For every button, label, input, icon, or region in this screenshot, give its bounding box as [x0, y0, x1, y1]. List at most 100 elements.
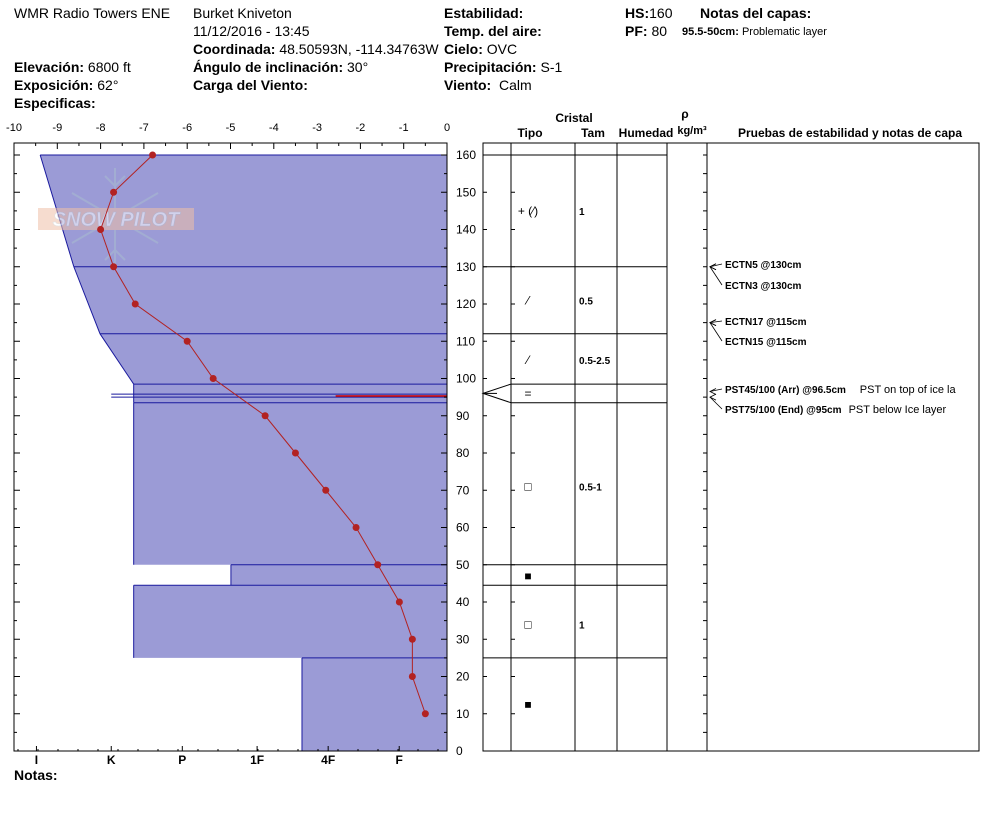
notes-label: Notas:: [14, 767, 58, 783]
hardness-edge-2: [99, 333, 135, 385]
hardness-layer-7: [301, 657, 447, 751]
pf-value: 80: [651, 23, 668, 39]
crystal-size: 1: [579, 207, 585, 218]
layer-note-depth: 95.5-50cm:: [682, 26, 739, 38]
logo-banner: [38, 208, 194, 230]
test-note: PST below Ice layer: [849, 404, 947, 416]
stability: Estabilidad:: [444, 4, 523, 22]
depth-tick-label: 150: [456, 185, 476, 199]
depth-tick-label: 70: [456, 483, 470, 497]
test-pointer: [709, 322, 723, 342]
hs-value: 160: [649, 5, 673, 21]
test-arrowhead: [709, 388, 717, 395]
crystal-type: ■: [524, 697, 531, 711]
test-pointer: [709, 396, 723, 410]
temp-tick-label: -8: [96, 122, 106, 134]
wind-load-label: Carga del Viento:: [193, 77, 308, 93]
rho-header: ρ: [681, 107, 688, 121]
precipitation: Precipitación: S-1: [444, 58, 562, 76]
moisture-header: Humedad: [619, 126, 674, 140]
aspect-label: Exposición:: [14, 77, 94, 93]
crystal-size: 0.5-1: [579, 483, 602, 494]
temperature-point: [261, 412, 269, 420]
crystal-type: □: [524, 480, 531, 494]
temperature-point: [149, 151, 157, 159]
temp-tick-label: -10: [6, 122, 22, 134]
crystal-type: ■: [524, 569, 531, 583]
temp-tick-label: -6: [182, 122, 192, 134]
temperature-profile: [97, 151, 429, 718]
slope-label: Ángulo de inclinación:: [193, 59, 344, 75]
crystal-type: ⁄: [524, 293, 531, 307]
hardness-tick-label: 1F: [250, 753, 264, 767]
temperature-point: [110, 263, 118, 271]
test-pointer: [709, 266, 723, 286]
chart-axes: -10 -9 -8 -7 -6 -5 -4 -3 -2 -1 0010203040506070809…: [6, 122, 476, 767]
wind-label: Viento:: [444, 77, 492, 93]
layer-notes-label: Notas del capas:: [700, 5, 812, 21]
temp-tick-label: -3: [312, 122, 322, 134]
elev-label: Elevación:: [14, 59, 85, 75]
depth-tick-label: 160: [456, 148, 476, 162]
hardness-tick-label: I: [35, 753, 38, 767]
depth-tick-label: 90: [456, 409, 470, 423]
temperature-point: [110, 188, 118, 196]
temperature-point: [374, 561, 382, 569]
hardness-layer-2: [100, 333, 447, 385]
test-arrowhead: [709, 319, 717, 326]
table-frame: [482, 142, 980, 752]
temperature-point: [131, 300, 139, 308]
specifics: Especificas:: [14, 94, 96, 112]
hardness-layer-6: [133, 585, 447, 658]
hardness-edge-1: [73, 266, 101, 334]
crystal-size: 0.5: [579, 296, 593, 307]
temperature-point: [291, 449, 299, 457]
layer-table: Cristal Tipo Tam Humedad ρ kg/m³ Pruebas…: [481, 107, 980, 752]
height-of-snow: HS:160: [625, 4, 672, 22]
sky: Cielo: OVC: [444, 40, 517, 58]
test-note: PST on top of ice la: [860, 384, 957, 396]
hardness-tick-label: P: [178, 753, 186, 767]
test-pointer: [709, 388, 723, 392]
hardness-tick-label: F: [396, 753, 403, 767]
wind-loading: Carga del Viento:: [193, 76, 308, 94]
temperature-point: [408, 635, 416, 643]
snow-pilot-logo: SNOW PILOT: [38, 168, 194, 268]
temp-tick-label: 0: [444, 122, 450, 134]
temp-tick-label: -4: [269, 122, 279, 134]
depth-tick-label: 30: [456, 632, 470, 646]
depth-tick-label: 40: [456, 595, 470, 609]
test-label: PST75/100 (End) @95cm: [725, 405, 842, 416]
observer-name: Burket Kniveton: [193, 5, 292, 21]
layer-note-text: Problematic layer: [741, 26, 827, 38]
air-temp: Temp. del aire:: [444, 22, 542, 40]
coord-label: Coordinada:: [193, 41, 276, 57]
hardness-layer-3: [133, 384, 447, 403]
depth-tick-label: 80: [456, 446, 470, 460]
sky-label: Cielo:: [444, 41, 483, 57]
test-label: ECTN17 @115cm: [725, 317, 807, 328]
temperature-point: [395, 598, 403, 606]
specifics-label: Especificas:: [14, 95, 96, 111]
depth-tick-label: 120: [456, 297, 476, 311]
slope-value: 30°: [347, 59, 369, 75]
aspect: Exposición: 62°: [14, 76, 118, 94]
temperature-point: [209, 375, 217, 382]
test-arrowhead: [709, 263, 717, 271]
temp-tick-label: -5: [226, 122, 236, 134]
depth-tick-label: 100: [456, 372, 476, 386]
coordinates: Coordinada: 48.50593N, -114.34763W: [193, 40, 439, 58]
depth-tick-label: 10: [456, 707, 470, 721]
depth-tick-label: 20: [456, 670, 470, 684]
temperature-point: [408, 673, 416, 680]
sky-value: OVC: [486, 41, 518, 57]
temperature-point: [183, 337, 191, 345]
temp-tick-label: -2: [356, 122, 366, 134]
stability-label: Estabilidad:: [444, 5, 524, 21]
depth-tick-label: 130: [456, 260, 476, 274]
temperature-point: [421, 710, 429, 718]
wind-value: Calm: [498, 77, 532, 93]
hardness-layer-1: [73, 266, 447, 334]
size-header: Tam: [581, 126, 605, 140]
